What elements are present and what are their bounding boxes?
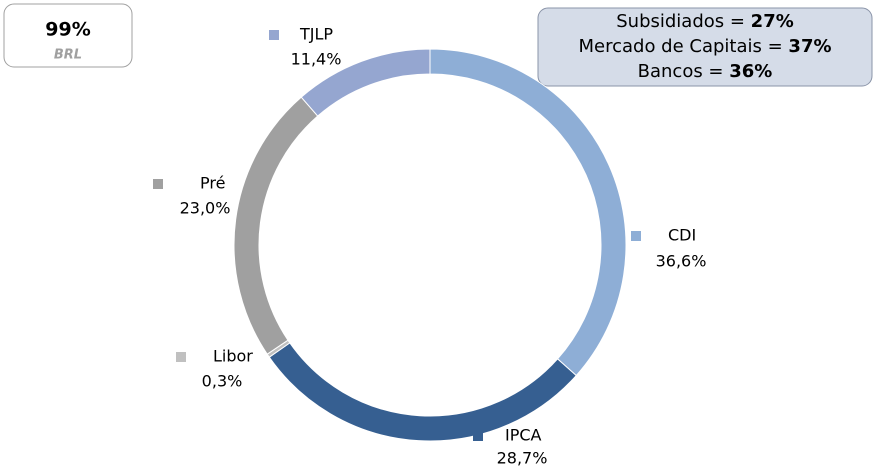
legend-swatch xyxy=(176,352,186,362)
annotation: Mercado de Capitais = 37% xyxy=(578,36,831,57)
badge-label: BRL xyxy=(54,48,82,63)
annotation-value: 27% xyxy=(751,11,794,32)
donut-segment xyxy=(429,48,627,377)
badge-box xyxy=(3,3,133,68)
badge-value: 99% xyxy=(45,19,90,41)
donut-segment xyxy=(300,48,431,117)
value-label: 11,4% xyxy=(291,50,342,69)
annotation-label: Subsidiados = xyxy=(616,11,750,32)
annotation-value: 37% xyxy=(788,36,831,57)
legend-swatch xyxy=(269,30,279,40)
value-label: 28,7% xyxy=(497,449,548,468)
category-label: CDI xyxy=(668,226,696,245)
annotation-box xyxy=(537,7,873,87)
annotation: Subsidiados = 27% xyxy=(616,11,794,32)
donut-segment xyxy=(233,96,319,355)
value-label: 36,6% xyxy=(656,252,707,271)
value-label: 23,0% xyxy=(180,199,231,218)
category-label: Libor xyxy=(213,347,253,366)
legend-swatch xyxy=(473,431,483,441)
category-label: Pré xyxy=(200,174,225,193)
annotation-label: Bancos = xyxy=(638,61,730,82)
value-label: 0,3% xyxy=(202,372,243,391)
annotation-label: Mercado de Capitais = xyxy=(578,36,788,57)
category-label: TJLP xyxy=(299,25,333,44)
annotation-value: 36% xyxy=(729,61,772,82)
legend-swatch xyxy=(631,231,641,241)
legend-swatch xyxy=(153,179,163,189)
category-label: IPCA xyxy=(505,426,542,445)
annotation: Bancos = 36% xyxy=(638,61,773,82)
